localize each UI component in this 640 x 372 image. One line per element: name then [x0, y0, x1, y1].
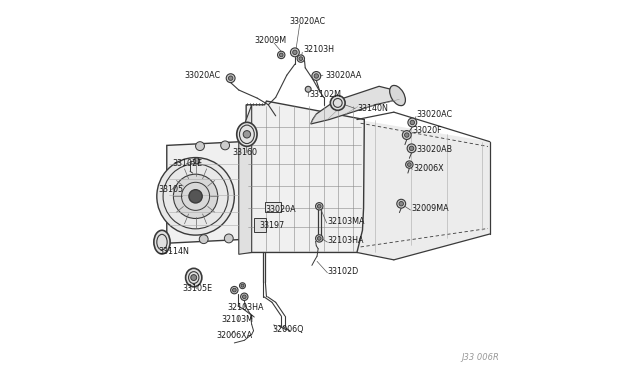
Circle shape [314, 74, 319, 78]
Text: 32006XA: 32006XA [216, 331, 253, 340]
Circle shape [408, 163, 411, 166]
Circle shape [191, 275, 196, 280]
Ellipse shape [154, 230, 170, 254]
Text: 33102M: 33102M [309, 90, 341, 99]
Text: 33020AC: 33020AC [416, 109, 452, 119]
Circle shape [194, 158, 200, 164]
Circle shape [221, 141, 230, 150]
Polygon shape [253, 218, 266, 232]
Circle shape [280, 53, 283, 57]
Circle shape [243, 295, 246, 299]
Circle shape [403, 131, 411, 140]
Circle shape [305, 86, 311, 92]
Circle shape [312, 71, 321, 80]
Circle shape [239, 283, 245, 289]
Circle shape [316, 235, 323, 242]
Circle shape [291, 48, 300, 57]
Circle shape [410, 146, 414, 151]
Polygon shape [167, 142, 241, 243]
Circle shape [404, 133, 409, 137]
Text: 32006Q: 32006Q [272, 325, 303, 334]
Ellipse shape [390, 86, 405, 106]
Circle shape [292, 50, 297, 55]
Circle shape [408, 118, 417, 127]
Circle shape [410, 120, 415, 125]
Circle shape [241, 293, 248, 301]
Text: 33114N: 33114N [158, 247, 189, 256]
Circle shape [299, 57, 303, 61]
Circle shape [317, 237, 321, 240]
Circle shape [230, 286, 238, 294]
Text: 32103M: 32103M [221, 315, 253, 324]
Circle shape [297, 55, 305, 62]
Circle shape [173, 174, 218, 218]
Circle shape [397, 199, 406, 208]
Circle shape [196, 142, 204, 151]
Circle shape [316, 203, 323, 210]
Text: 33102E: 33102E [172, 159, 202, 169]
Polygon shape [239, 105, 252, 254]
Circle shape [406, 161, 413, 168]
Text: 33140N: 33140N [357, 104, 388, 113]
Circle shape [189, 190, 202, 203]
Text: 33020A: 33020A [266, 205, 296, 215]
Text: 33020AC: 33020AC [289, 17, 325, 26]
Circle shape [399, 202, 403, 206]
Text: 32103H: 32103H [303, 45, 334, 54]
Circle shape [407, 144, 416, 153]
Circle shape [199, 235, 208, 244]
Text: 33102D: 33102D [328, 267, 358, 276]
Circle shape [228, 76, 233, 80]
Text: 32009M: 32009M [254, 36, 286, 45]
Polygon shape [357, 119, 490, 260]
Circle shape [243, 131, 251, 138]
Text: 33020F: 33020F [412, 126, 442, 135]
Text: 33020AA: 33020AA [326, 71, 362, 80]
Polygon shape [266, 202, 281, 212]
Circle shape [278, 51, 285, 59]
Text: 33020AC: 33020AC [184, 71, 220, 80]
Text: 32009MA: 32009MA [412, 204, 449, 214]
Text: 32103HA: 32103HA [227, 302, 264, 312]
Text: 33160: 33160 [232, 148, 257, 157]
Text: 32103HA: 32103HA [328, 236, 364, 245]
Ellipse shape [237, 122, 257, 146]
Text: 33020AB: 33020AB [417, 145, 453, 154]
Circle shape [232, 288, 236, 292]
Circle shape [225, 234, 233, 243]
Circle shape [226, 74, 235, 83]
Circle shape [317, 205, 321, 208]
Text: 33197: 33197 [259, 221, 284, 230]
Text: 33105E: 33105E [182, 284, 212, 293]
Circle shape [157, 158, 234, 235]
Ellipse shape [330, 96, 345, 110]
Polygon shape [311, 86, 401, 124]
Ellipse shape [186, 268, 202, 287]
Text: J33 006R: J33 006R [461, 353, 499, 362]
Text: 32006X: 32006X [413, 164, 444, 173]
Polygon shape [246, 101, 364, 253]
Text: 32103MA: 32103MA [328, 217, 365, 225]
Text: 33105: 33105 [158, 185, 184, 194]
Circle shape [241, 284, 244, 287]
